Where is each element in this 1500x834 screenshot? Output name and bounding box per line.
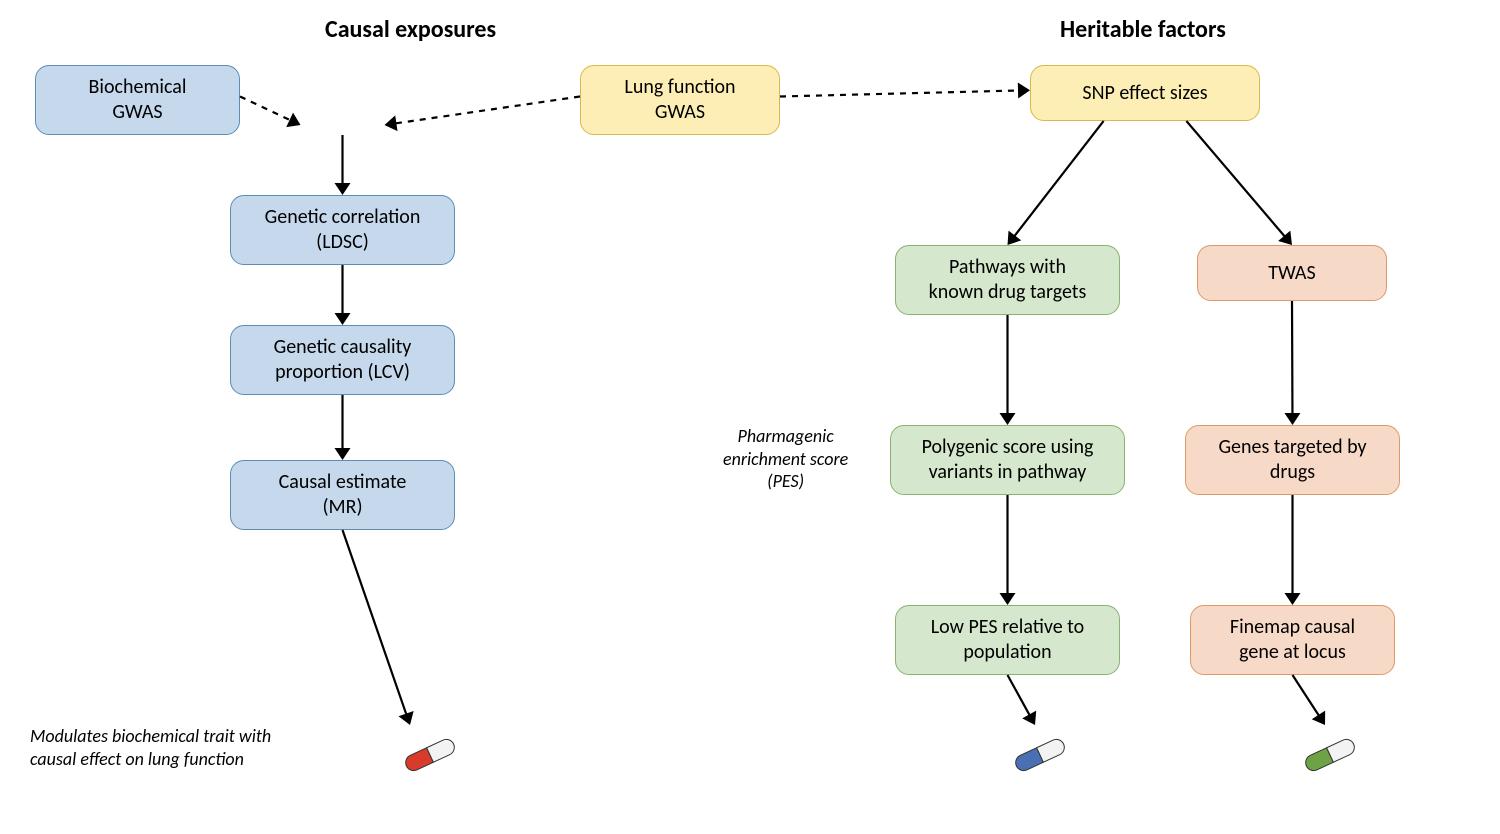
box-biochemical-gwas-line1: Biochemical xyxy=(89,75,187,99)
box-pathways-drug-targets: Pathways with known drug targets xyxy=(895,245,1120,315)
box-genetic-correlation-line2: (LDSC) xyxy=(316,230,369,254)
box-causal-estimate-line1: Causal estimate xyxy=(279,470,407,494)
box-biochemical-gwas: Biochemical GWAS xyxy=(35,65,240,135)
box-genes-drugs-line2: drugs xyxy=(1270,460,1315,484)
box-polygenic-score: Polygenic score using variants in pathwa… xyxy=(890,425,1125,495)
box-twas-label: TWAS xyxy=(1268,261,1315,286)
box-snp-effect-sizes-label: SNP effect sizes xyxy=(1082,81,1207,106)
box-causal-estimate-line2: (MR) xyxy=(322,495,362,519)
heading-heritable-factors: Heritable factors xyxy=(1060,15,1226,44)
box-polygenic-line2: variants in pathway xyxy=(929,460,1087,484)
heading-causal-exposures: Causal exposures xyxy=(325,15,496,44)
box-genetic-causality-line2: proportion (LCV) xyxy=(275,360,410,384)
box-finemap-line2: gene at locus xyxy=(1239,640,1346,664)
annotation-pes-line2: enrichment score xyxy=(723,448,848,470)
annotation-pes-line3: (PES) xyxy=(767,470,804,492)
box-pathways-line1: Pathways with xyxy=(949,255,1066,279)
box-lung-function-gwas-line1: Lung function xyxy=(624,75,735,99)
box-genetic-correlation: Genetic correlation (LDSC) xyxy=(230,195,455,265)
box-low-pes: Low PES relative to population xyxy=(895,605,1120,675)
pill-icon-green xyxy=(1300,735,1350,761)
box-genetic-correlation-line1: Genetic correlation xyxy=(265,205,421,229)
box-snp-effect-sizes: SNP effect sizes xyxy=(1030,65,1260,121)
annotation-pes: Pharmagenic enrichment score (PES) xyxy=(723,425,848,493)
box-twas: TWAS xyxy=(1197,245,1387,301)
box-lung-function-gwas-line2: GWAS xyxy=(655,100,705,124)
box-low-pes-line1: Low PES relative to xyxy=(931,615,1084,639)
box-genetic-causality: Genetic causality proportion (LCV) xyxy=(230,325,455,395)
box-polygenic-line1: Polygenic score using xyxy=(922,435,1094,459)
box-causal-estimate: Causal estimate (MR) xyxy=(230,460,455,530)
box-finemap-line1: Finemap causal xyxy=(1230,615,1355,639)
pill-icon-blue xyxy=(1010,735,1060,761)
box-finemap-causal-gene: Finemap causal gene at locus xyxy=(1190,605,1395,675)
box-pathways-line2: known drug targets xyxy=(929,280,1087,304)
box-genes-drugs-line1: Genes targeted by xyxy=(1218,435,1366,459)
box-genetic-causality-line1: Genetic causality xyxy=(274,335,412,359)
annotation-modulates-line1: Modulates biochemical trait with xyxy=(30,725,271,747)
box-genes-targeted-by-drugs: Genes targeted by drugs xyxy=(1185,425,1400,495)
box-low-pes-line2: population xyxy=(963,640,1051,664)
annotation-modulates-line2: causal effect on lung function xyxy=(30,748,244,770)
pill-icon-red xyxy=(400,735,450,761)
box-biochemical-gwas-line2: GWAS xyxy=(112,100,162,124)
annotation-pes-line1: Pharmagenic xyxy=(738,425,834,447)
annotation-modulates: Modulates biochemical trait with causal … xyxy=(30,725,271,770)
box-lung-function-gwas: Lung function GWAS xyxy=(580,65,780,135)
